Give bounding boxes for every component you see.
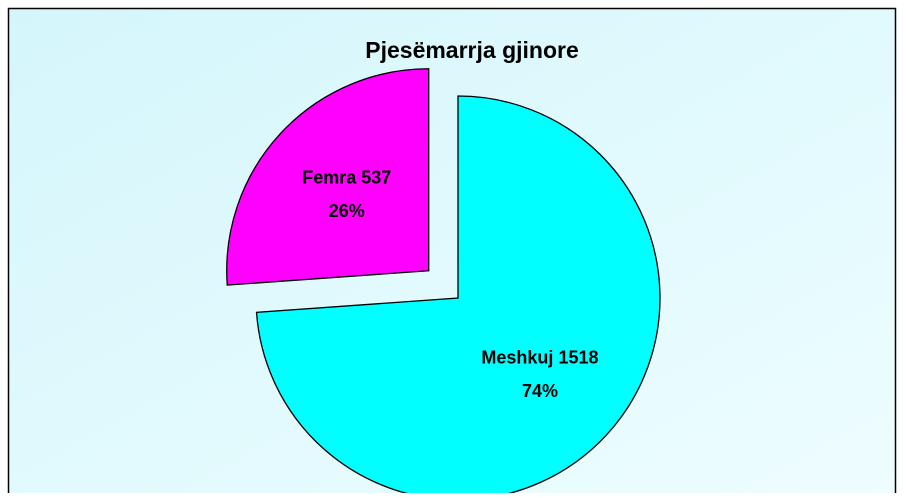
slice-category: Meshkuj xyxy=(481,347,553,367)
slice-percent: 26% xyxy=(329,201,365,221)
slice-percent: 74% xyxy=(522,381,558,401)
pie-slice xyxy=(255,95,661,498)
slice-value: 537 xyxy=(361,167,391,187)
slice-label: Femra 537 xyxy=(302,167,391,187)
slice-label: Meshkuj 1518 xyxy=(481,347,598,367)
pie xyxy=(226,68,661,498)
chart-title: Pjesëmarrja gjinore xyxy=(365,37,579,63)
slice-category: Femra xyxy=(302,167,357,187)
pie-slice xyxy=(226,68,430,286)
slice-value: 1518 xyxy=(558,347,598,367)
